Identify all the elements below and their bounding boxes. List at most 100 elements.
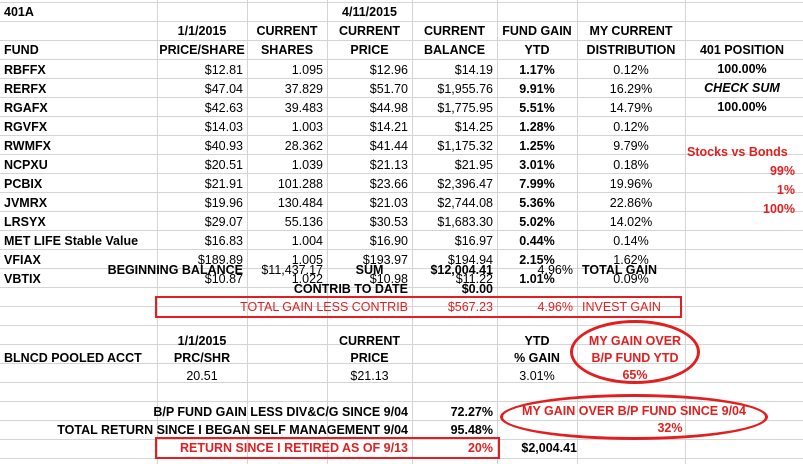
header-current-balance[interactable]: CURRENT bbox=[423, 24, 486, 38]
header-fund-gain[interactable]: FUND GAIN bbox=[502, 24, 572, 38]
fund-distribution[interactable]: 19.96% bbox=[609, 177, 653, 191]
gain-less-contrib-value[interactable]: $567.23 bbox=[447, 300, 493, 314]
fund-distribution[interactable]: 0.12% bbox=[613, 120, 649, 134]
bp-fund-gain-value[interactable]: 72.27% bbox=[450, 405, 493, 419]
fund-distribution[interactable]: 0.14% bbox=[613, 234, 649, 248]
fund-distribution[interactable]: 9.79% bbox=[613, 139, 649, 153]
fund-price-share[interactable]: $20.51 bbox=[204, 158, 243, 172]
header-price-share[interactable]: PRICE/SHARE bbox=[159, 43, 245, 57]
fund-shares[interactable]: 1.022 bbox=[291, 272, 323, 286]
fund-shares[interactable]: 1.095 bbox=[291, 63, 323, 77]
header-fund[interactable]: FUND bbox=[4, 43, 39, 57]
fund-name[interactable]: MET LIFE Stable Value bbox=[4, 234, 139, 248]
fund-current-price[interactable]: $10.98 bbox=[369, 272, 408, 286]
fund-current-balance[interactable]: $1,683.30 bbox=[437, 215, 493, 229]
sum-value[interactable]: $12,004.41 bbox=[430, 263, 493, 277]
header-price-date[interactable]: 1/1/2015 bbox=[177, 24, 227, 38]
fund-shares[interactable]: 39.483 bbox=[284, 101, 323, 115]
fund-price-share[interactable]: $16.83 bbox=[204, 234, 243, 248]
pooled-prc-value[interactable]: 20.51 bbox=[186, 369, 218, 383]
fund-price-share[interactable]: $42.63 bbox=[204, 101, 243, 115]
fund-current-balance[interactable]: $2,396.47 bbox=[437, 177, 493, 191]
fund-shares[interactable]: 55.136 bbox=[284, 215, 323, 229]
fund-current-balance[interactable]: $16.97 bbox=[454, 234, 493, 248]
bonds-pct[interactable]: 1% bbox=[776, 183, 795, 197]
fund-current-price[interactable]: $12.96 bbox=[369, 63, 408, 77]
fund-price-share[interactable]: $29.07 bbox=[204, 215, 243, 229]
fund-name[interactable]: JVMRX bbox=[4, 196, 48, 210]
fund-distribution[interactable]: 0.12% bbox=[613, 63, 649, 77]
fund-ytd-gain[interactable]: 5.02% bbox=[519, 215, 555, 229]
fund-ytd-gain[interactable]: 3.01% bbox=[519, 158, 555, 172]
fund-distribution[interactable]: 0.09% bbox=[613, 272, 649, 286]
retired-return-pct[interactable]: 20% bbox=[467, 441, 493, 455]
check-sum-value[interactable]: 100.00% bbox=[717, 100, 767, 114]
fund-price-share[interactable]: $19.96 bbox=[204, 196, 243, 210]
fund-current-price[interactable]: $41.44 bbox=[369, 139, 408, 153]
fund-current-balance[interactable]: $11.22 bbox=[455, 272, 493, 286]
fund-shares[interactable]: 1.005 bbox=[291, 253, 323, 267]
fund-current-price[interactable]: $193.97 bbox=[362, 253, 408, 267]
pooled-price-value[interactable]: $21.13 bbox=[350, 369, 389, 383]
header-current-shares[interactable]: CURRENT bbox=[256, 24, 318, 38]
fund-name[interactable]: RGAFX bbox=[4, 101, 48, 115]
fund-current-balance[interactable]: $2,744.08 bbox=[437, 196, 493, 210]
fund-name[interactable]: RWMFX bbox=[4, 139, 51, 153]
pooled-gain-value[interactable]: 3.01% bbox=[519, 369, 555, 383]
fund-current-price[interactable]: $44.98 bbox=[369, 101, 408, 115]
fund-name[interactable]: RBFFX bbox=[4, 63, 46, 77]
header-401-position[interactable]: 401 POSITION bbox=[699, 43, 785, 57]
fund-price-share[interactable]: $14.03 bbox=[204, 120, 243, 134]
fund-shares[interactable]: 130.484 bbox=[277, 196, 323, 210]
fund-ytd-gain[interactable]: 1.01% bbox=[519, 272, 555, 286]
fund-current-price[interactable]: $14.21 bbox=[369, 120, 408, 134]
fund-distribution[interactable]: 16.29% bbox=[609, 82, 653, 96]
fund-distribution[interactable]: 14.02% bbox=[609, 215, 653, 229]
fund-shares[interactable]: 1.003 bbox=[291, 120, 323, 134]
fund-ytd-gain[interactable]: 9.91% bbox=[519, 82, 555, 96]
fund-current-balance[interactable]: $1,775.95 bbox=[437, 101, 493, 115]
fund-distribution[interactable]: 0.18% bbox=[613, 158, 649, 172]
contrib-value[interactable]: $0.00 bbox=[461, 282, 493, 296]
fund-current-price[interactable]: $21.03 bbox=[369, 196, 408, 210]
stocks-vs-bonds-label[interactable]: Stocks vs Bonds bbox=[687, 145, 788, 159]
total-pct[interactable]: 100% bbox=[763, 202, 795, 216]
fund-price-share[interactable]: $10.87 bbox=[204, 272, 243, 286]
fund-current-price[interactable]: $51.70 bbox=[369, 82, 408, 96]
fund-ytd-gain[interactable]: 2.15% bbox=[519, 253, 555, 267]
gain-over-since-value[interactable]: 32% bbox=[657, 421, 683, 435]
fund-distribution[interactable]: 14.79% bbox=[609, 101, 653, 115]
stocks-pct[interactable]: 99% bbox=[769, 164, 795, 178]
fund-name[interactable]: LRSYX bbox=[4, 215, 46, 229]
fund-price-share[interactable]: $21.91 bbox=[204, 177, 243, 191]
fund-current-price[interactable]: $23.66 bbox=[369, 177, 408, 191]
header-price[interactable]: PRICE bbox=[350, 43, 389, 57]
header-my-current[interactable]: MY CURRENT bbox=[589, 24, 673, 38]
sum-pct[interactable]: 4.96% bbox=[537, 263, 573, 277]
fund-shares[interactable]: 28.362 bbox=[284, 139, 323, 153]
fund-price-share[interactable]: $47.04 bbox=[204, 82, 243, 96]
fund-name[interactable]: NCPXU bbox=[4, 158, 48, 172]
gain-over-ytd-value[interactable]: 65% bbox=[622, 368, 648, 382]
fund-name[interactable]: RERFX bbox=[4, 82, 47, 96]
fund-ytd-gain[interactable]: 0.44% bbox=[519, 234, 555, 248]
retired-return-amount[interactable]: $2,004.41 bbox=[521, 441, 577, 455]
fund-current-price[interactable]: $30.53 bbox=[369, 215, 408, 229]
fund-distribution[interactable]: 1.62% bbox=[613, 253, 649, 267]
fund-ytd-gain[interactable]: 1.17% bbox=[519, 63, 555, 77]
fund-name[interactable]: VFIAX bbox=[4, 253, 41, 267]
fund-ytd-gain[interactable]: 5.36% bbox=[519, 196, 555, 210]
fund-current-price[interactable]: $21.13 bbox=[369, 158, 408, 172]
beginning-balance-value[interactable]: $11,437.17 bbox=[261, 263, 323, 277]
check-sum-label[interactable]: CHECK SUM bbox=[704, 81, 780, 95]
fund-current-balance[interactable]: $1,175.32 bbox=[437, 139, 493, 153]
fund-ytd-gain[interactable]: 1.25% bbox=[519, 139, 555, 153]
fund-current-price[interactable]: $16.90 bbox=[369, 234, 408, 248]
fund-ytd-gain[interactable]: 5.51% bbox=[519, 101, 555, 115]
fund-price-share[interactable]: $12.81 bbox=[204, 63, 243, 77]
gain-less-contrib-pct[interactable]: 4.96% bbox=[537, 300, 573, 314]
fund-price-share[interactable]: $189.89 bbox=[197, 253, 243, 267]
pooled-date[interactable]: 1/1/2015 bbox=[177, 334, 227, 348]
header-shares[interactable]: SHARES bbox=[260, 43, 314, 57]
total-return-value[interactable]: 95.48% bbox=[450, 423, 493, 437]
